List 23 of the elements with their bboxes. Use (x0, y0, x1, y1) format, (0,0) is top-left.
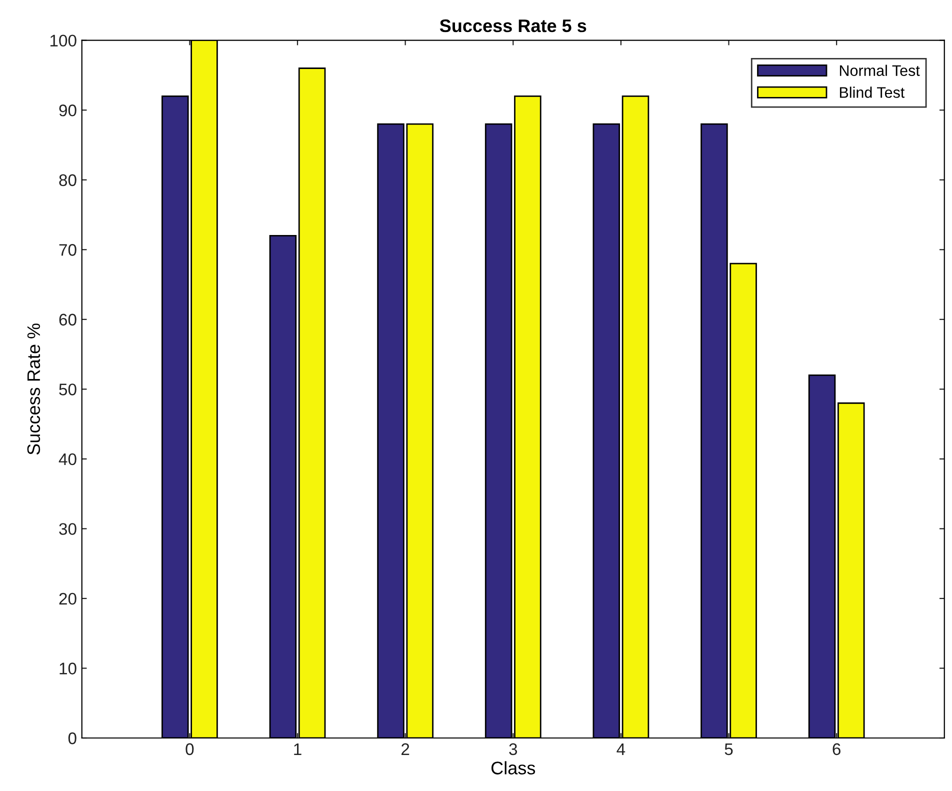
y-axis-title: Success Rate % (27, 324, 40, 455)
y-tick-label: 80 (59, 174, 76, 186)
y-tick-label: 60 (59, 314, 76, 326)
y-tick-label: 20 (59, 592, 76, 605)
y-tick-label: 30 (59, 523, 76, 535)
x-tick-label: 1 (294, 743, 302, 755)
legend-label: Normal Test (840, 64, 920, 76)
x-tick-label: 0 (186, 743, 194, 756)
x-tick-label: 6 (832, 743, 840, 756)
y-tick-label: 90 (59, 104, 76, 116)
y-tick-label: 40 (58, 453, 76, 466)
y-tick-label: 10 (60, 662, 76, 674)
x-axis-title: Class (491, 761, 536, 774)
y-tick-label: 100 (50, 34, 76, 47)
y-tick-label: 50 (59, 384, 76, 396)
y-tick-label: 70 (59, 244, 76, 256)
x-tick-label: 4 (616, 743, 626, 755)
x-tick-label: 5 (724, 743, 733, 756)
chart-title: Success Rate 5 s (440, 19, 586, 32)
y-tick-label: 0 (68, 732, 76, 744)
x-tick-label: 3 (509, 743, 518, 756)
x-tick-label: 2 (402, 743, 410, 755)
legend-label: Blind Test (840, 86, 905, 98)
